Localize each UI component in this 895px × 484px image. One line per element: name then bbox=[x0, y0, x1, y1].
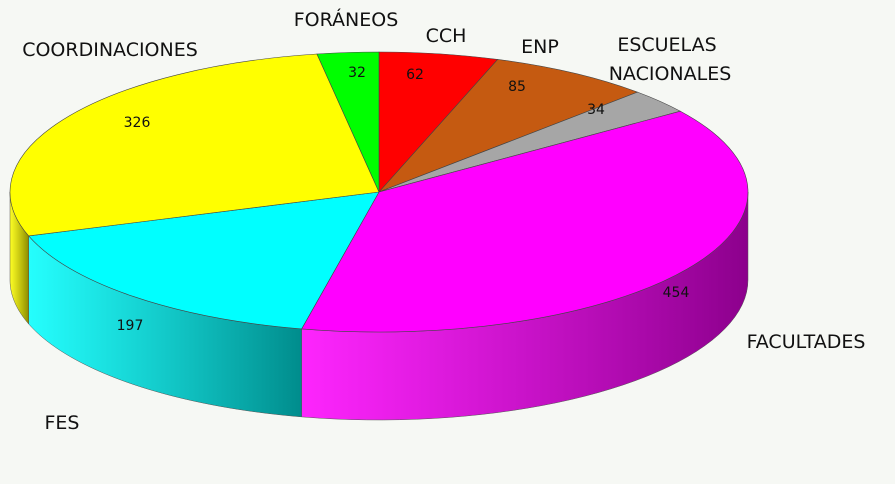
category-label: FACULTADES bbox=[747, 331, 866, 353]
value-label: 326 bbox=[124, 115, 151, 131]
slice bbox=[316, 51, 380, 193]
value-label: 197 bbox=[117, 318, 144, 334]
category-label: ENP bbox=[521, 36, 559, 58]
value-label: 34 bbox=[587, 102, 605, 118]
value-label: 85 bbox=[508, 79, 526, 95]
slice bbox=[28, 191, 380, 330]
category-label: CCH bbox=[426, 25, 467, 47]
value-label: 32 bbox=[348, 65, 366, 81]
slice bbox=[378, 59, 639, 193]
slice bbox=[9, 53, 380, 237]
category-label: COORDINACIONES bbox=[22, 39, 198, 61]
category-label: ESCUELAS NACIONALES bbox=[609, 34, 732, 85]
value-label: 454 bbox=[663, 285, 690, 301]
category-label: FORÁNEOS bbox=[294, 8, 399, 31]
value-label: 62 bbox=[406, 67, 424, 83]
slice bbox=[301, 110, 749, 333]
category-label: FES bbox=[45, 412, 80, 434]
